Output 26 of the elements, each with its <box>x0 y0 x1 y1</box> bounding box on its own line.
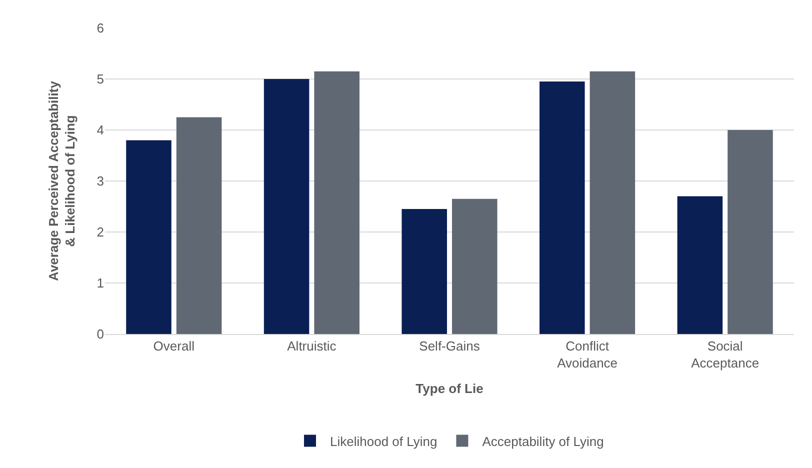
bar <box>402 209 447 334</box>
bar <box>452 198 498 334</box>
y-tick-label: 6 <box>96 20 104 36</box>
legend-label: Acceptability of Lying <box>482 434 604 449</box>
bar <box>264 79 310 334</box>
bar <box>314 71 360 334</box>
x-axis-title: Type of Lie <box>416 381 484 396</box>
y-tick-label: 5 <box>96 72 104 87</box>
bar <box>126 140 172 334</box>
bar <box>176 117 222 334</box>
y-tick-label: 0 <box>96 326 104 342</box>
y-tick-label: 3 <box>96 174 104 189</box>
bar <box>540 82 585 334</box>
y-tick-label: 4 <box>96 122 104 138</box>
x-tick-label: Social Acceptance <box>691 338 760 370</box>
bar <box>728 130 773 334</box>
x-tick-label: Altruistic <box>287 338 337 354</box>
y-axis-title: Average Perceived Acceptability & Likelihood of Lying <box>46 80 78 281</box>
x-tick-label: Self-Gains <box>419 338 480 354</box>
x-tick-label: Conflict Avoidance <box>557 338 618 370</box>
legend-label: Likelihood of Lying <box>330 434 438 449</box>
bar <box>677 196 723 334</box>
y-tick-label: 1 <box>96 276 104 291</box>
bar <box>590 71 636 334</box>
x-tick-label: Overall <box>153 338 195 354</box>
y-tick-label: 2 <box>96 224 104 240</box>
